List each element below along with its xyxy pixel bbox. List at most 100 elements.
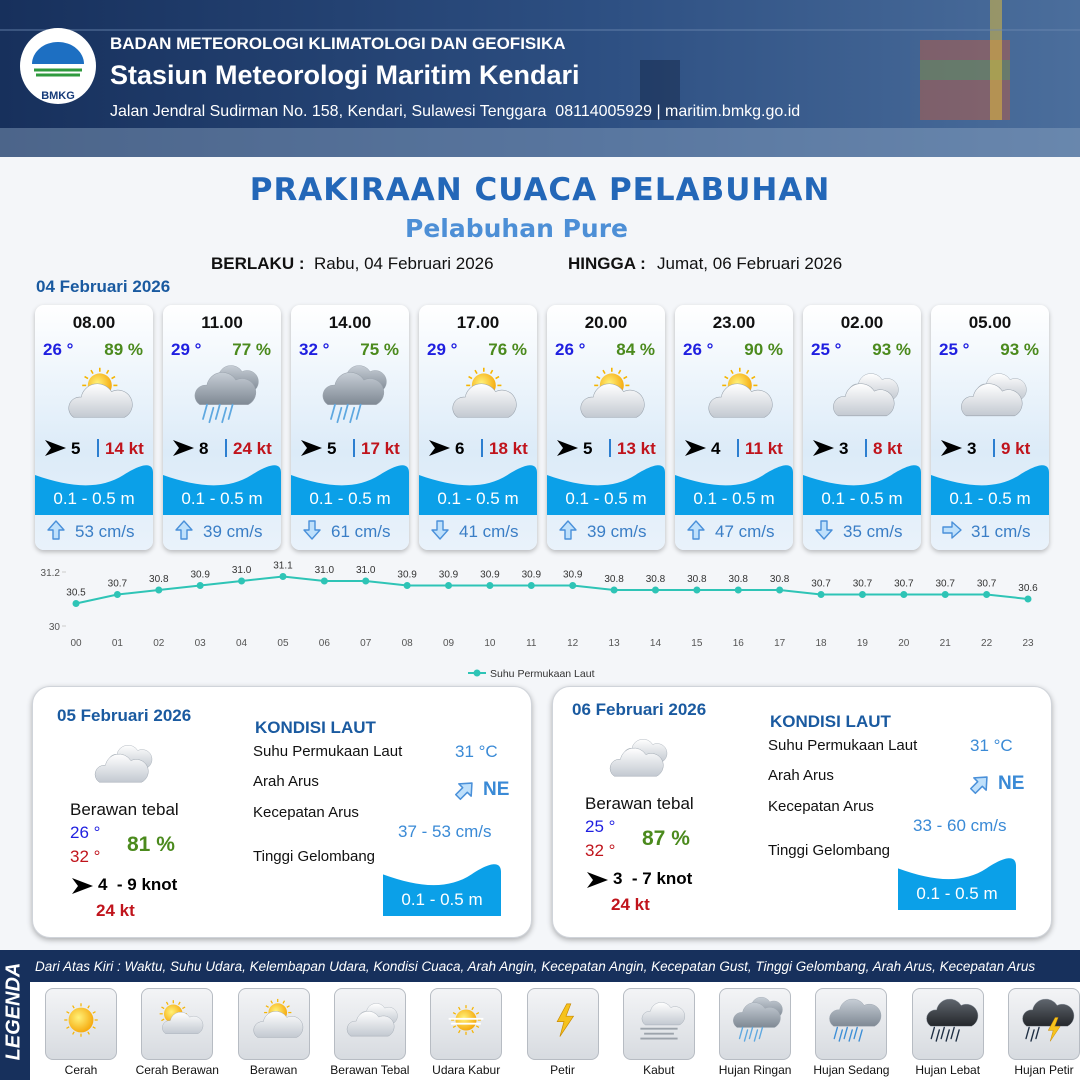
- station: Stasiun Meteorologi Maritim Kendari: [110, 60, 580, 90]
- sst-point: [734, 586, 742, 594]
- sun-ray: [161, 1006, 165, 1010]
- wave: [898, 858, 1016, 910]
- sst-point: [983, 591, 991, 598]
- arrow-head: [587, 872, 608, 888]
- rain-drop: [208, 406, 215, 424]
- arrow: [303, 520, 321, 540]
- wind-arrow: [429, 440, 450, 456]
- sun-ray: [90, 369, 94, 375]
- sun: [455, 1009, 477, 1031]
- wind-arrow: [813, 440, 834, 456]
- cloud: [833, 383, 895, 417]
- current-speed: 37 - 53 cm/s: [398, 822, 492, 841]
- arrow: [454, 782, 473, 801]
- crane: [990, 0, 1002, 120]
- wind-arrow: [173, 440, 194, 456]
- screen: [640, 60, 680, 120]
- value-label: 30.9: [480, 570, 500, 581]
- sst-point: [72, 600, 80, 607]
- wave-band: [675, 465, 793, 515]
- sun-ray: [751, 375, 756, 380]
- temp-min: 25 °: [585, 817, 616, 836]
- wind-arrow: [301, 440, 322, 456]
- rain-drop: [935, 1029, 940, 1042]
- legend-label: Hujan Lebat: [915, 1063, 981, 1077]
- gust: 8 kt: [873, 439, 903, 458]
- sst-point: [403, 582, 411, 589]
- current-arrow: [942, 521, 962, 539]
- value-label: 30.9: [563, 570, 583, 581]
- current-arrow: [175, 520, 193, 540]
- cloud: [94, 753, 149, 783]
- sst-point: [320, 577, 328, 585]
- cloud: [609, 747, 664, 777]
- forecast-card: 23.00 26 ° 90 % 4 11 kt 0.1 - 0.5 m 47 cm/s: [675, 305, 793, 550]
- rain-drop: [930, 1026, 935, 1040]
- legend-label: Hujan Ringan: [718, 1063, 792, 1077]
- organization: BADAN METEOROLOGI KLIMATOLOGI DAN GEOFIS…: [110, 34, 566, 53]
- title: PRAKIRAAN CUACA PELABUHAN: [249, 172, 831, 208]
- air-temp: 32 °: [299, 340, 330, 359]
- x-tick-label: 08: [402, 638, 414, 649]
- humidity: 81 %: [127, 833, 175, 856]
- wave: [803, 465, 921, 515]
- rain-drop: [838, 1029, 844, 1042]
- cloud: [829, 998, 882, 1027]
- current-arrow: [454, 782, 473, 801]
- arrow-head: [301, 440, 322, 456]
- current-speed: 47 cm/s: [715, 522, 775, 541]
- weather-icon: [452, 367, 517, 418]
- separator: [609, 439, 611, 457]
- separator: [993, 439, 995, 457]
- current-speed: 39 cm/s: [203, 522, 263, 541]
- gust: 11 kt: [745, 439, 783, 458]
- sun-ray: [178, 1001, 181, 1005]
- x-tick-label: 06: [319, 638, 331, 649]
- header-scene: [0, 0, 1080, 157]
- wave-band: [898, 858, 1016, 910]
- sst-point: [196, 582, 204, 589]
- weather-icon: [829, 998, 882, 1042]
- time: 14.00: [328, 313, 372, 332]
- gust: 17 kt: [361, 439, 400, 458]
- arrow: [559, 520, 577, 540]
- sea-title: KONDISI LAUT: [255, 718, 376, 737]
- forecast-card: 02.00 25 ° 93 % 3 8 kt 0.1 - 0.5 m 35 cm/s: [803, 305, 921, 550]
- legend-title: LEGENDA: [2, 962, 25, 1061]
- sst-point: [155, 586, 163, 594]
- x-tick-label: 19: [857, 638, 869, 649]
- wind-range: 4 - 9 knot: [98, 875, 178, 894]
- y-tick-label: 30: [49, 622, 61, 633]
- air-temp: 26 °: [555, 340, 586, 359]
- air-temp: 26 °: [43, 340, 74, 359]
- cloud: [452, 383, 517, 418]
- arrow: [815, 520, 833, 540]
- air-temp: 29 °: [171, 340, 202, 359]
- x-tick-label: 05: [277, 638, 289, 649]
- logo-text: BMKG: [41, 90, 75, 102]
- sun-ray: [745, 369, 750, 375]
- legend-bar: [0, 950, 1080, 982]
- value-label: 30.7: [811, 579, 831, 590]
- value-label: 30.9: [190, 570, 210, 581]
- sun-ray: [72, 1005, 75, 1009]
- wave-height: 0.1 - 0.5 m: [181, 489, 263, 508]
- from-date: Rabu, 04 Februari 2026: [314, 254, 494, 273]
- gust: 24 kt: [96, 901, 135, 920]
- wave-band: [163, 465, 281, 515]
- legend-label: Udara Kabur: [432, 1063, 501, 1077]
- gust: 9 kt: [1001, 439, 1031, 458]
- weather-icon: [1022, 998, 1075, 1042]
- rain-drop: [227, 403, 234, 420]
- sun-ray: [724, 375, 729, 380]
- x-tick-label: 20: [898, 638, 910, 649]
- sst-point: [569, 582, 577, 589]
- legend-label: Suhu Permukaan Laut: [490, 668, 595, 680]
- x-tick-label: 16: [733, 638, 745, 649]
- current-speed: 39 cm/s: [587, 522, 647, 541]
- value-label: 31.0: [232, 565, 252, 576]
- value-label: 30.8: [604, 574, 624, 585]
- sst-point: [651, 586, 659, 594]
- separator: [865, 439, 867, 457]
